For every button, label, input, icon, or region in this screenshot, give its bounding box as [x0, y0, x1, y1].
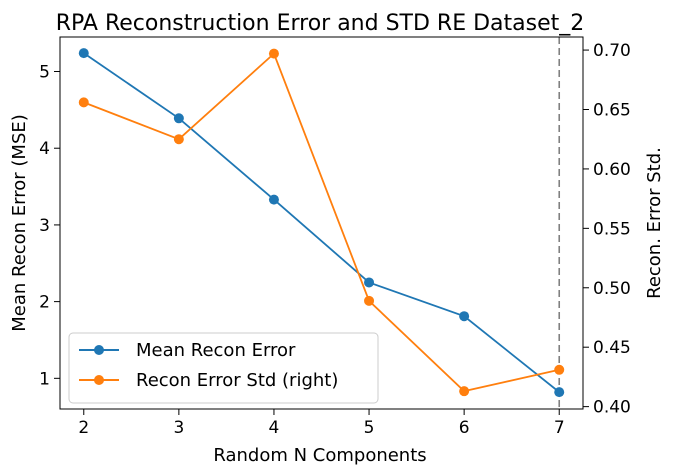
y-tick-label-right: 0.65 [593, 100, 631, 120]
chart-title: RPA Reconstruction Error and STD RE Data… [56, 11, 585, 36]
y-axis-label-left: Mean Recon Error (MSE) [9, 114, 30, 332]
series-point-std [554, 364, 565, 375]
legend: Mean Recon Error Recon Error Std (right) [68, 332, 379, 404]
legend-marker-std [94, 375, 104, 385]
legend-label-mean: Mean Recon Error [136, 340, 296, 361]
legend-label-std: Recon Error Std (right) [136, 370, 338, 391]
series-line-mean [83, 52, 560, 393]
x-tick-label: 7 [554, 418, 565, 438]
series-point-mean [173, 113, 184, 124]
x-tick-label: 2 [78, 418, 89, 438]
series-point-mean [364, 277, 375, 288]
y-tick-label-right: 0.60 [593, 160, 631, 180]
y-tick-label-right: 0.55 [593, 219, 631, 239]
series-point-std [78, 97, 89, 108]
plot-frame [59, 36, 584, 410]
plot-area: 2 3 4 5 6 7 1 2 3 4 5 0.40 0.45 0.50 0.55 0.60 0.65 0.70 [39, 36, 631, 438]
x-tick-label: 3 [173, 418, 184, 438]
y-axis-label-right: Recon. Error Std. [644, 147, 665, 299]
series-point-std [459, 386, 470, 397]
y-tick-label-left: 4 [39, 139, 50, 159]
y-tick-label-left: 5 [39, 63, 50, 83]
series-line-std [83, 52, 560, 393]
x-tick-label: 4 [269, 418, 280, 438]
series-point-mean [268, 194, 279, 205]
legend-box [68, 332, 379, 404]
series-point-mean [554, 387, 565, 398]
series-point-mean [78, 48, 89, 59]
series-point-std [173, 134, 184, 145]
series-point-std [268, 48, 279, 59]
x-axis-label: Random N Components [213, 445, 426, 466]
y-tick-label-left: 1 [39, 369, 50, 389]
series-point-mean [459, 311, 470, 322]
y-tick-label-right: 0.40 [593, 398, 631, 418]
y-tick-label-right: 0.45 [593, 338, 631, 358]
y-tick-label-right: 0.50 [593, 279, 631, 299]
x-tick-label: 5 [364, 418, 375, 438]
x-tick-label: 6 [459, 418, 470, 438]
legend-marker-mean [94, 345, 104, 355]
y-tick-label-left: 2 [39, 293, 50, 313]
series-point-std [364, 295, 375, 306]
y-tick-label-left: 3 [39, 216, 50, 236]
y-tick-label-right: 0.70 [593, 41, 631, 61]
